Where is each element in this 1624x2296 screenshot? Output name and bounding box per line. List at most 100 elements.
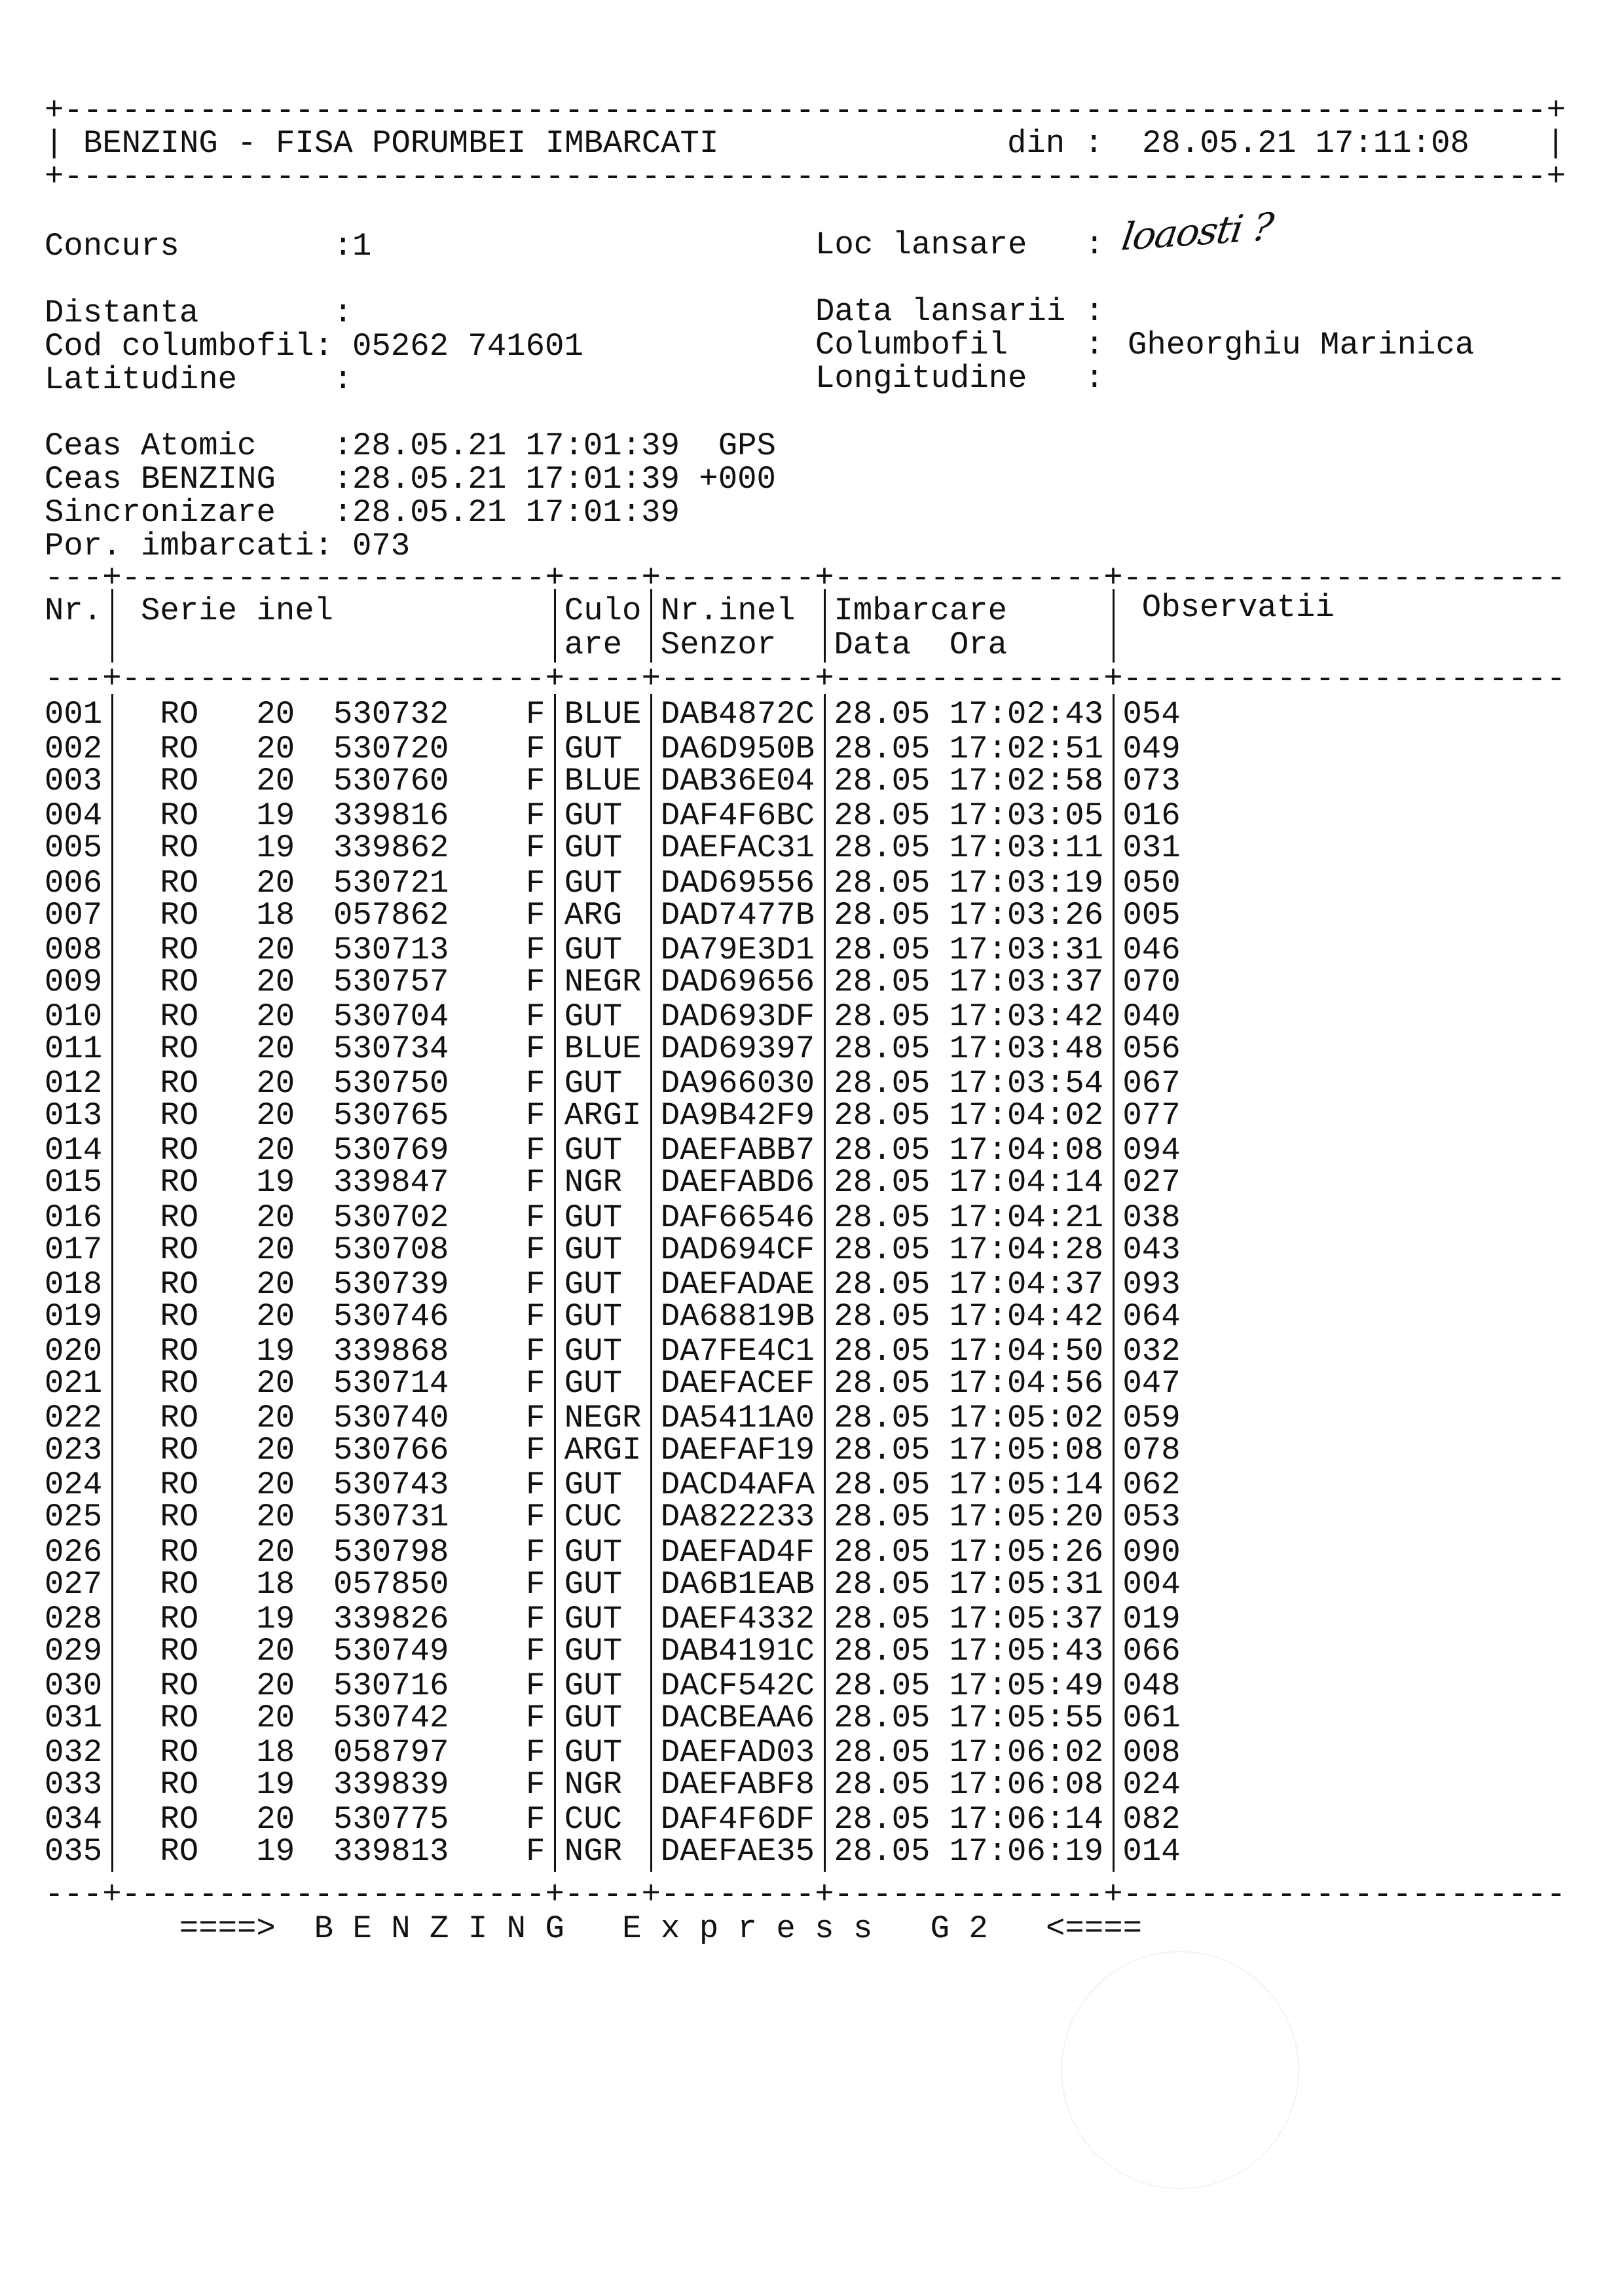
- row-country: RO: [160, 1565, 199, 1603]
- sincronizare-label: Sincronizare :: [45, 494, 353, 531]
- row-time: 17:04:02: [949, 1097, 1104, 1135]
- row-sex: F: [526, 1499, 545, 1536]
- row-sex: F: [526, 896, 545, 934]
- row-observatii: 090: [1122, 1533, 1181, 1571]
- row-country: RO: [160, 1365, 199, 1402]
- row-year: 20: [256, 1097, 295, 1135]
- row-date: 28.05: [834, 963, 931, 1000]
- row-year: 18: [256, 896, 295, 934]
- row-sensor: DAD69397: [660, 1030, 815, 1067]
- header-serie-inel: Serie inel: [141, 592, 334, 629]
- row-nr: 022: [45, 1400, 103, 1437]
- row-sensor: DAEF4332: [660, 1600, 815, 1637]
- columbofil-value: Gheorghiu Marinica: [1128, 327, 1475, 363]
- row-color: GUT: [564, 1298, 623, 1335]
- ceas-atomic-label: Ceas Atomic :: [45, 428, 353, 464]
- row-time: 17:03:48: [949, 1030, 1104, 1067]
- row-country: RO: [160, 1266, 199, 1303]
- row-sex: F: [526, 829, 545, 867]
- row-date: 28.05: [834, 1097, 931, 1135]
- row-year: 20: [256, 1231, 295, 1268]
- row-date: 28.05: [834, 1833, 931, 1870]
- data-lansarii-label: Data lansarii :: [815, 293, 1105, 330]
- row-year: 19: [256, 1766, 295, 1804]
- row-color: GUT: [564, 1565, 623, 1603]
- row-nr: 009: [45, 963, 103, 1000]
- row-nr: 010: [45, 998, 103, 1035]
- row-sex: F: [526, 1030, 545, 1067]
- row-ring-number: 530769: [333, 1132, 449, 1169]
- row-country: RO: [160, 1533, 199, 1571]
- row-color: GUT: [564, 797, 623, 835]
- row-time: 17:03:26: [949, 896, 1104, 934]
- row-date: 28.05: [834, 1667, 931, 1704]
- ceas-benzing-label: Ceas BENZING :: [45, 461, 353, 498]
- row-sex: F: [526, 763, 545, 800]
- row-time: 17:03:42: [949, 998, 1104, 1035]
- row-ring-number: 057850: [333, 1565, 449, 1603]
- row-sensor: DACBEAA6: [660, 1700, 815, 1736]
- footer-banner: ====> B E N Z I N G E x p r e s s G 2 <=…: [179, 1910, 1143, 1947]
- row-sex: F: [526, 963, 545, 1000]
- row-country: RO: [160, 1632, 199, 1669]
- header-nr-inel: Nr.inel: [660, 592, 796, 629]
- row-ring-number: 530734: [333, 1030, 449, 1067]
- row-year: 20: [256, 963, 295, 1000]
- row-color: GUT: [564, 829, 623, 867]
- row-ring-number: 339868: [333, 1332, 449, 1370]
- row-sex: F: [526, 1199, 545, 1236]
- row-date: 28.05: [834, 998, 931, 1035]
- row-year: 20: [256, 696, 295, 733]
- row-nr: 024: [45, 1467, 103, 1504]
- row-column-divider: [111, 694, 113, 1872]
- row-color: ARGI: [564, 1432, 642, 1469]
- row-nr: 020: [45, 1332, 103, 1370]
- row-color: GUT: [564, 1632, 623, 1669]
- row-country: RO: [160, 1734, 199, 1772]
- row-color: CUC: [564, 1499, 623, 1536]
- row-time: 17:03:31: [949, 931, 1104, 968]
- header-column-divider: [1112, 589, 1115, 663]
- row-time: 17:02:43: [949, 696, 1104, 733]
- row-time: 17:02:58: [949, 763, 1104, 800]
- row-time: 17:03:05: [949, 797, 1104, 835]
- row-sex: F: [526, 1065, 545, 1102]
- row-time: 17:04:37: [949, 1266, 1104, 1303]
- row-nr: 002: [45, 731, 103, 768]
- row-sensor: DAB36E04: [660, 763, 815, 800]
- row-time: 17:05:31: [949, 1565, 1104, 1603]
- row-nr: 003: [45, 763, 103, 800]
- row-color: NEGR: [564, 1400, 642, 1437]
- row-nr: 032: [45, 1734, 103, 1772]
- row-date: 28.05: [834, 763, 931, 800]
- row-country: RO: [160, 1298, 199, 1335]
- row-nr: 023: [45, 1432, 103, 1469]
- row-date: 28.05: [834, 1298, 931, 1335]
- row-time: 17:03:54: [949, 1065, 1104, 1102]
- row-time: 17:05:20: [949, 1499, 1104, 1536]
- row-date: 28.05: [834, 1164, 931, 1201]
- row-color: GUT: [564, 1132, 623, 1169]
- row-nr: 006: [45, 864, 103, 902]
- row-observatii: 008: [1122, 1734, 1181, 1772]
- row-observatii: 054: [1122, 696, 1181, 733]
- row-observatii: 061: [1122, 1700, 1181, 1736]
- row-year: 20: [256, 1467, 295, 1504]
- row-time: 17:03:37: [949, 963, 1104, 1000]
- row-observatii: 094: [1122, 1132, 1181, 1169]
- row-color: NGR: [564, 1164, 623, 1201]
- row-color: GUT: [564, 998, 623, 1035]
- row-nr: 015: [45, 1164, 103, 1201]
- row-time: 17:04:42: [949, 1298, 1104, 1335]
- row-ring-number: 530708: [333, 1231, 449, 1268]
- row-ring-number: 530740: [333, 1400, 449, 1437]
- row-date: 28.05: [834, 1365, 931, 1402]
- header-border-right: |: [1546, 125, 1566, 162]
- header-border-bottom: +---------------------------------------…: [45, 158, 1566, 195]
- row-year: 20: [256, 1533, 295, 1571]
- row-color: GUT: [564, 1199, 623, 1236]
- row-sex: F: [526, 1600, 545, 1637]
- row-nr: 008: [45, 931, 103, 968]
- row-country: RO: [160, 963, 199, 1000]
- row-year: 20: [256, 1432, 295, 1469]
